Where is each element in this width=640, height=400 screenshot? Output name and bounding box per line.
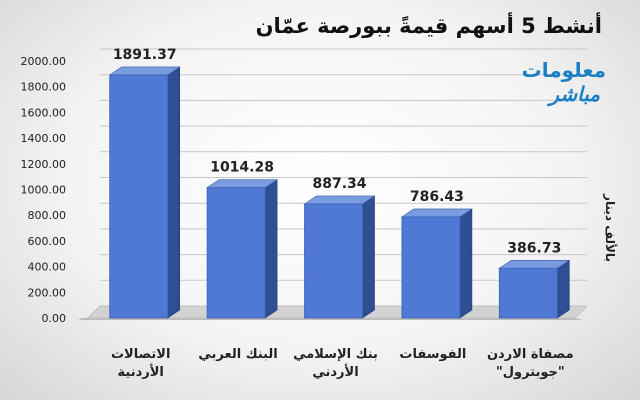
bar-top: [303, 195, 376, 205]
mubasher-logo: معلومات مباشر: [520, 58, 606, 116]
bar-top: [206, 179, 279, 188]
y-tick-label: 1600.00: [21, 106, 67, 119]
bar-side: [556, 259, 570, 319]
x-tick-label: الفوسفات: [399, 347, 466, 362]
bar: [206, 187, 266, 319]
x-tick-label: مصفاة الاردن "جوبترول": [487, 347, 574, 380]
logo-line-2: مباشر: [549, 82, 600, 106]
y-tick-label: 1000.00: [21, 184, 67, 197]
y-tick-label: 800.00: [28, 209, 67, 222]
bar-top: [400, 208, 473, 218]
y-tick-label: 600.00: [28, 235, 67, 248]
data-label: 386.73: [507, 240, 561, 256]
bar: [401, 216, 461, 319]
bar-top: [108, 66, 181, 76]
y-axis-unit-text: بالألف دينار: [603, 194, 617, 262]
x-tick-label: بنك الإسلامي الأردني: [293, 347, 378, 380]
data-label: 1014.28: [210, 160, 274, 176]
y-tick-label: 400.00: [28, 261, 67, 274]
chart-floor-edge: [78, 318, 583, 320]
y-tick-label: 0.00: [42, 312, 67, 325]
bar: [109, 74, 169, 319]
bar-top: [498, 260, 571, 269]
data-label: 1891.37: [113, 47, 177, 63]
bar: [498, 267, 558, 319]
data-label: 786.43: [410, 189, 464, 205]
y-tick-label: 1800.00: [21, 81, 67, 94]
bar-side: [459, 208, 473, 319]
bar-side: [167, 66, 180, 319]
logo-line-1: معلومات: [521, 58, 606, 82]
x-tick-label: الاتصالات الأردنية: [111, 347, 170, 380]
bar: [304, 203, 363, 319]
y-tick-label: 1200.00: [21, 158, 67, 171]
y-tick-label: 1400.00: [21, 132, 67, 145]
y-tick-label: 200.00: [28, 286, 67, 299]
y-tick-label: 2000.00: [21, 55, 67, 68]
bar-side: [362, 195, 375, 319]
x-tick-label: البنك العربي: [198, 347, 277, 362]
data-label: 887.34: [312, 176, 366, 192]
chart-title: أنشط 5 أسهم قيمةً ببورصة عمّان: [255, 14, 602, 38]
y-axis-unit-label: بالألف دينار: [600, 186, 620, 276]
bar-side: [264, 179, 278, 319]
